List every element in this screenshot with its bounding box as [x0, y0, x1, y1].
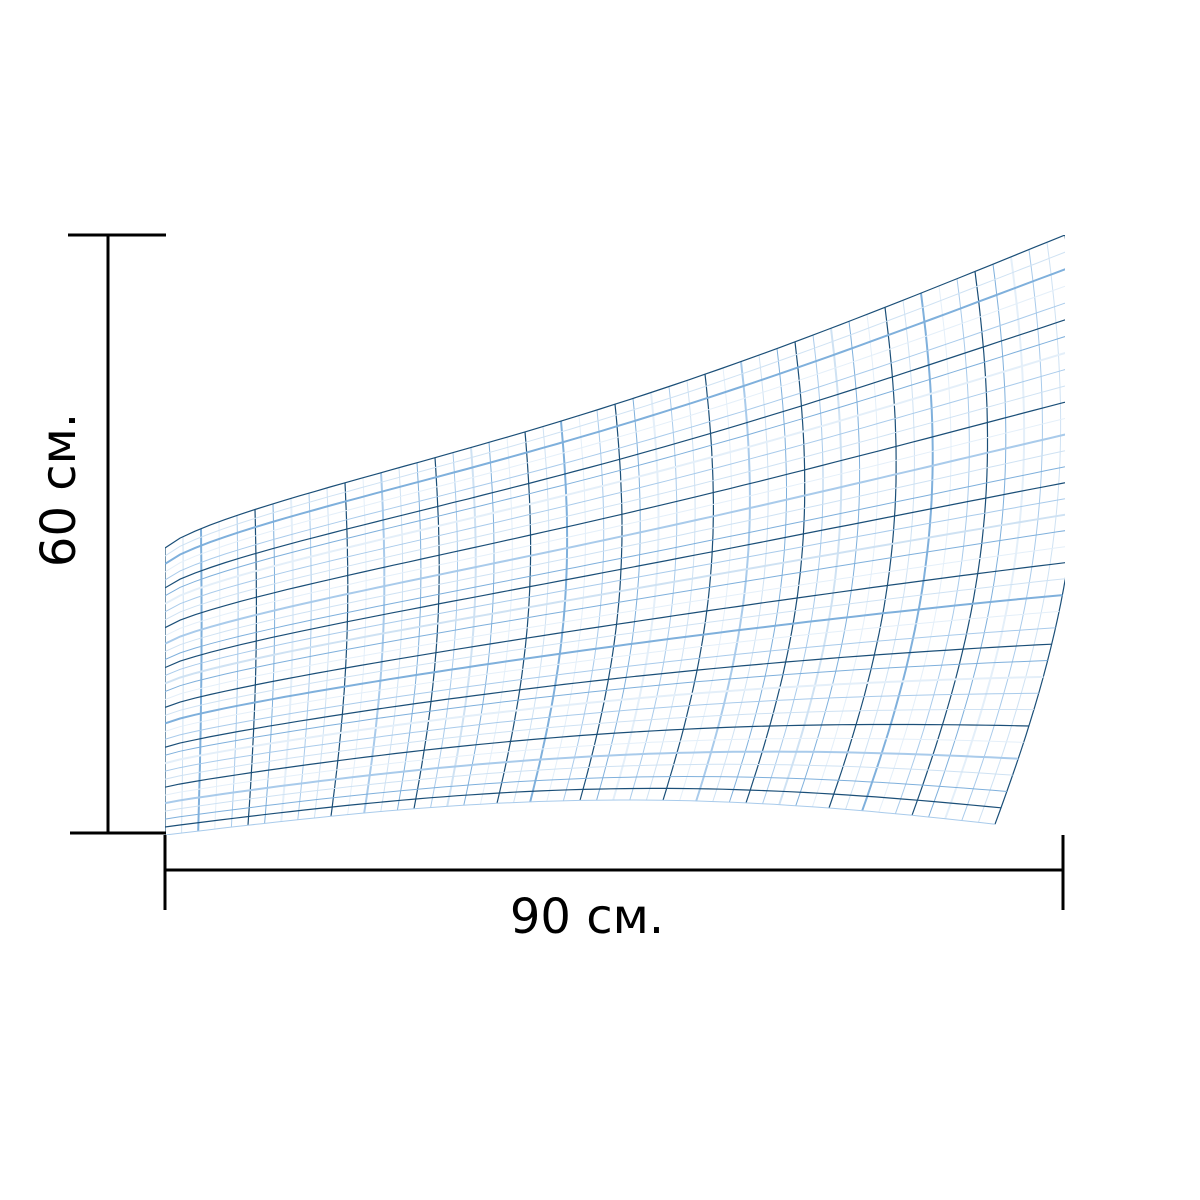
mesh-line — [165, 578, 1065, 716]
mesh-line — [828, 307, 897, 809]
mesh-line — [911, 271, 989, 816]
mesh-line — [165, 627, 1056, 740]
mesh-line — [165, 450, 1065, 653]
mesh-line — [165, 530, 1065, 692]
mesh-line — [165, 692, 1039, 772]
mesh-line — [695, 361, 751, 802]
mesh-line — [612, 392, 660, 801]
mesh-line — [165, 336, 1065, 597]
mesh-line — [165, 385, 1065, 621]
warped-grid — [165, 235, 1065, 835]
mesh-line — [165, 302, 1065, 581]
mesh-line — [165, 498, 1065, 677]
mesh-line — [762, 335, 824, 804]
mesh-line — [165, 433, 1065, 645]
mesh-line — [745, 341, 806, 804]
mesh-line — [165, 268, 1065, 565]
mesh-line — [165, 562, 1065, 708]
mesh-line — [596, 398, 641, 801]
mesh-line — [165, 369, 1065, 613]
width-dimension: 90 см. — [163, 835, 1065, 945]
mesh-line — [165, 799, 996, 835]
mesh-line — [165, 787, 1002, 828]
mesh-line — [165, 401, 1065, 629]
width-label: 90 см. — [510, 889, 664, 945]
mesh-line — [165, 352, 1065, 605]
mesh-line — [165, 750, 1019, 805]
mesh-line — [165, 660, 1048, 756]
mesh-line — [165, 466, 1065, 661]
mesh-line — [165, 319, 1065, 589]
mesh-line — [645, 380, 696, 801]
mesh-line — [894, 278, 970, 814]
mesh-line — [165, 723, 1029, 788]
mesh-line — [728, 348, 787, 803]
mesh-line — [165, 610, 1060, 732]
mesh-line — [662, 374, 714, 801]
mesh-line — [165, 709, 1034, 780]
height-dimension: 60 см. — [31, 233, 166, 835]
mesh-line — [811, 314, 879, 807]
mesh-line — [795, 321, 861, 806]
mesh-line — [165, 235, 1065, 549]
mesh-line — [165, 251, 1065, 557]
mesh-line — [165, 513, 1065, 685]
mesh-line — [679, 367, 733, 801]
mesh-line — [629, 386, 678, 801]
mesh-line — [165, 737, 1024, 796]
mesh-line — [165, 546, 1065, 700]
mesh-line — [165, 285, 1065, 573]
mesh-line — [712, 355, 769, 802]
mesh-line — [165, 594, 1063, 725]
mesh-line — [165, 643, 1052, 748]
height-label: 60 см. — [31, 413, 87, 567]
mesh-line — [165, 675, 1044, 765]
mesh-line — [165, 763, 1013, 812]
mesh-line — [165, 775, 1007, 820]
mesh-line — [165, 482, 1065, 669]
mesh-line — [778, 328, 843, 806]
mesh-line — [165, 417, 1065, 637]
